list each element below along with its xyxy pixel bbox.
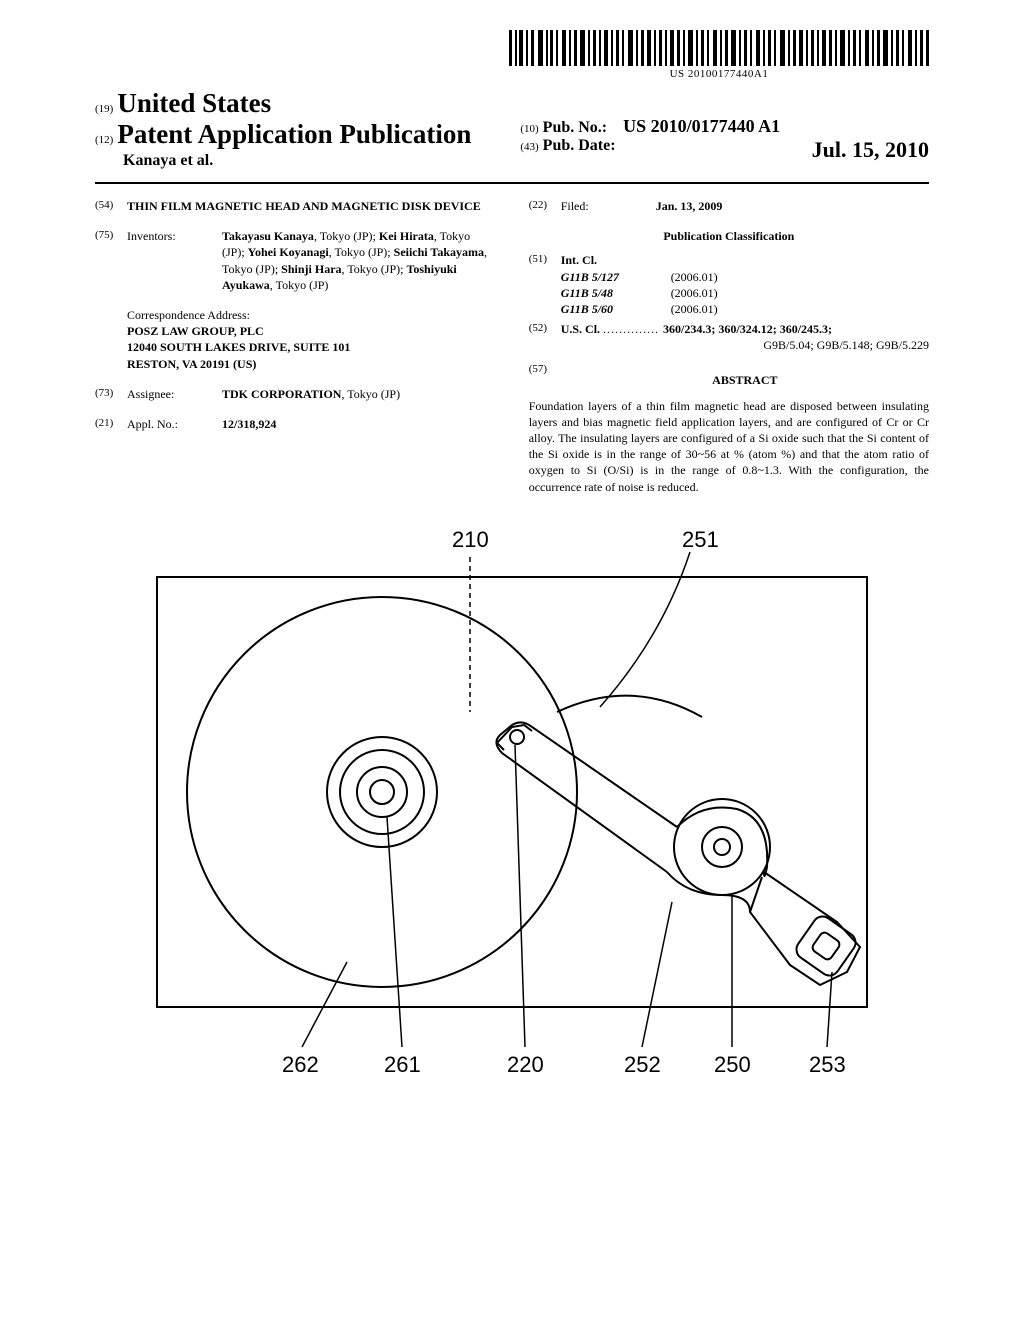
- barcode-block: US 20100177440A1: [95, 30, 929, 82]
- filed-label: Filed:: [561, 198, 656, 214]
- uscl-line2: G9B/5.04; G9B/5.148; G9B/5.229: [561, 337, 929, 353]
- figure-label-253: 253: [809, 1052, 846, 1077]
- pub-date: Jul. 15, 2010: [812, 137, 929, 163]
- inventors-label: Inventors:: [127, 228, 222, 293]
- code-73: (73): [95, 386, 127, 402]
- intcl-code: G11B 5/48: [561, 285, 671, 301]
- pub-no: US 2010/0177440 A1: [623, 116, 780, 136]
- pub-class-heading: Publication Classification: [529, 228, 929, 244]
- pub-date-label: Pub. Date:: [543, 137, 616, 154]
- correspondence-line-3: RESTON, VA 20191 (US): [127, 356, 495, 372]
- correspondence-block: Correspondence Address: POSZ LAW GROUP, …: [127, 307, 495, 372]
- correspondence-label: Correspondence Address:: [127, 307, 495, 323]
- code-52: (52): [529, 321, 561, 353]
- uscl-line1: 360/234.3; 360/324.12; 360/245.3;: [663, 322, 832, 336]
- figure: 210 251 262 261 220 252 250 253: [95, 517, 929, 1077]
- figure-label-252: 252: [624, 1052, 661, 1077]
- figure-label-251: 251: [682, 527, 719, 552]
- code-19: (19): [95, 103, 113, 115]
- code-10: (10): [520, 123, 538, 135]
- figure-label-262: 262: [282, 1052, 319, 1077]
- header-left: (19) United States (12) Patent Applicati…: [95, 88, 504, 170]
- inventors: Takayasu Kanaya, Tokyo (JP); Kei Hirata,…: [222, 228, 495, 293]
- header-right: (10) Pub. No.: US 2010/0177440 A1 (43) P…: [520, 88, 929, 163]
- figure-label-220: 220: [507, 1052, 544, 1077]
- abstract-text: Foundation layers of a thin film magneti…: [529, 398, 929, 495]
- intcl-row: G11B 5/127(2006.01): [561, 269, 929, 285]
- intcl-code: G11B 5/60: [561, 301, 671, 317]
- code-43: (43): [520, 141, 538, 153]
- biblio-left-column: (54) THIN FILM MAGNETIC HEAD AND MAGNETI…: [95, 198, 495, 446]
- code-54: (54): [95, 198, 127, 214]
- correspondence-line-1: POSZ LAW GROUP, PLC: [127, 323, 495, 339]
- code-75: (75): [95, 228, 127, 293]
- figure-label-210: 210: [452, 527, 489, 552]
- code-22: (22): [529, 198, 561, 214]
- applno: 12/318,924: [222, 416, 495, 432]
- code-21: (21): [95, 416, 127, 432]
- authors-line: Kanaya et al.: [95, 152, 504, 170]
- filed-date: Jan. 13, 2009: [656, 198, 929, 214]
- barcode-number: US 20100177440A1: [509, 68, 929, 80]
- pub-no-label: Pub. No.:: [543, 119, 607, 136]
- publication-type: Patent Application Publication: [117, 119, 471, 149]
- intcl-row: G11B 5/60(2006.01): [561, 301, 929, 317]
- correspondence-line-2: 12040 SOUTH LAKES DRIVE, SUITE 101: [127, 339, 495, 355]
- figure-label-250: 250: [714, 1052, 751, 1077]
- assignee: TDK CORPORATION, Tokyo (JP): [222, 386, 495, 402]
- header-rule: [95, 182, 929, 184]
- intcl-year: (2006.01): [671, 285, 718, 301]
- code-57: (57): [529, 362, 561, 394]
- assignee-label: Assignee:: [127, 386, 222, 402]
- applno-label: Appl. No.:: [127, 416, 222, 432]
- code-12: (12): [95, 134, 113, 146]
- code-51: (51): [529, 252, 561, 317]
- intcl-label: Int. Cl.: [561, 252, 929, 268]
- intcl-year: (2006.01): [671, 301, 718, 317]
- invention-title: THIN FILM MAGNETIC HEAD AND MAGNETIC DIS…: [127, 198, 495, 214]
- intcl-list: G11B 5/127(2006.01)G11B 5/48(2006.01)G11…: [561, 269, 929, 318]
- country: United States: [117, 88, 271, 118]
- figure-label-261: 261: [384, 1052, 421, 1077]
- abstract-heading: ABSTRACT: [561, 372, 929, 388]
- intcl-year: (2006.01): [671, 269, 718, 285]
- intcl-code: G11B 5/127: [561, 269, 671, 285]
- intcl-row: G11B 5/48(2006.01): [561, 285, 929, 301]
- barcode: US 20100177440A1: [509, 30, 929, 80]
- biblio-right-column: (22) Filed: Jan. 13, 2009 Publication Cl…: [529, 198, 929, 495]
- uscl-label: U.S. Cl.: [561, 322, 600, 336]
